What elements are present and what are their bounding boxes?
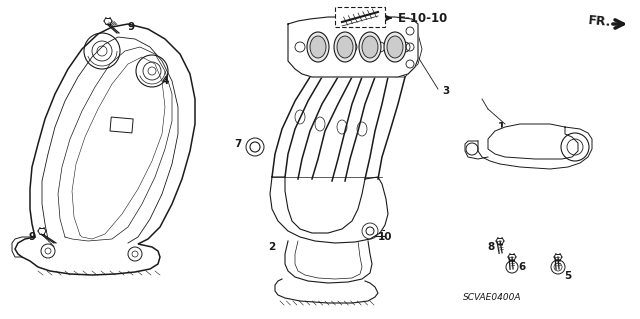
Text: 9: 9 [28, 232, 35, 242]
Text: 3: 3 [442, 86, 449, 96]
Text: 4: 4 [162, 76, 170, 86]
Text: 7: 7 [235, 139, 242, 149]
Ellipse shape [307, 32, 329, 62]
Text: E-10-10: E-10-10 [398, 11, 448, 25]
Text: 8: 8 [488, 242, 495, 252]
Text: FR.: FR. [588, 15, 612, 29]
Text: 1: 1 [498, 122, 505, 132]
Polygon shape [465, 141, 488, 159]
Text: 6: 6 [518, 262, 525, 272]
Bar [110, 117, 133, 133]
Ellipse shape [359, 32, 381, 62]
Polygon shape [288, 17, 418, 77]
Polygon shape [270, 177, 388, 243]
Ellipse shape [387, 36, 403, 58]
Text: 5: 5 [564, 271, 572, 281]
Ellipse shape [362, 36, 378, 58]
Text: SCVAE0400A: SCVAE0400A [463, 293, 521, 301]
Polygon shape [478, 124, 592, 169]
Text: 10: 10 [378, 232, 392, 242]
Ellipse shape [310, 36, 326, 58]
Text: 2: 2 [268, 242, 275, 252]
Ellipse shape [334, 32, 356, 62]
Text: 9: 9 [128, 22, 135, 32]
Ellipse shape [337, 36, 353, 58]
Bar [335, 7, 385, 27]
Ellipse shape [384, 32, 406, 62]
